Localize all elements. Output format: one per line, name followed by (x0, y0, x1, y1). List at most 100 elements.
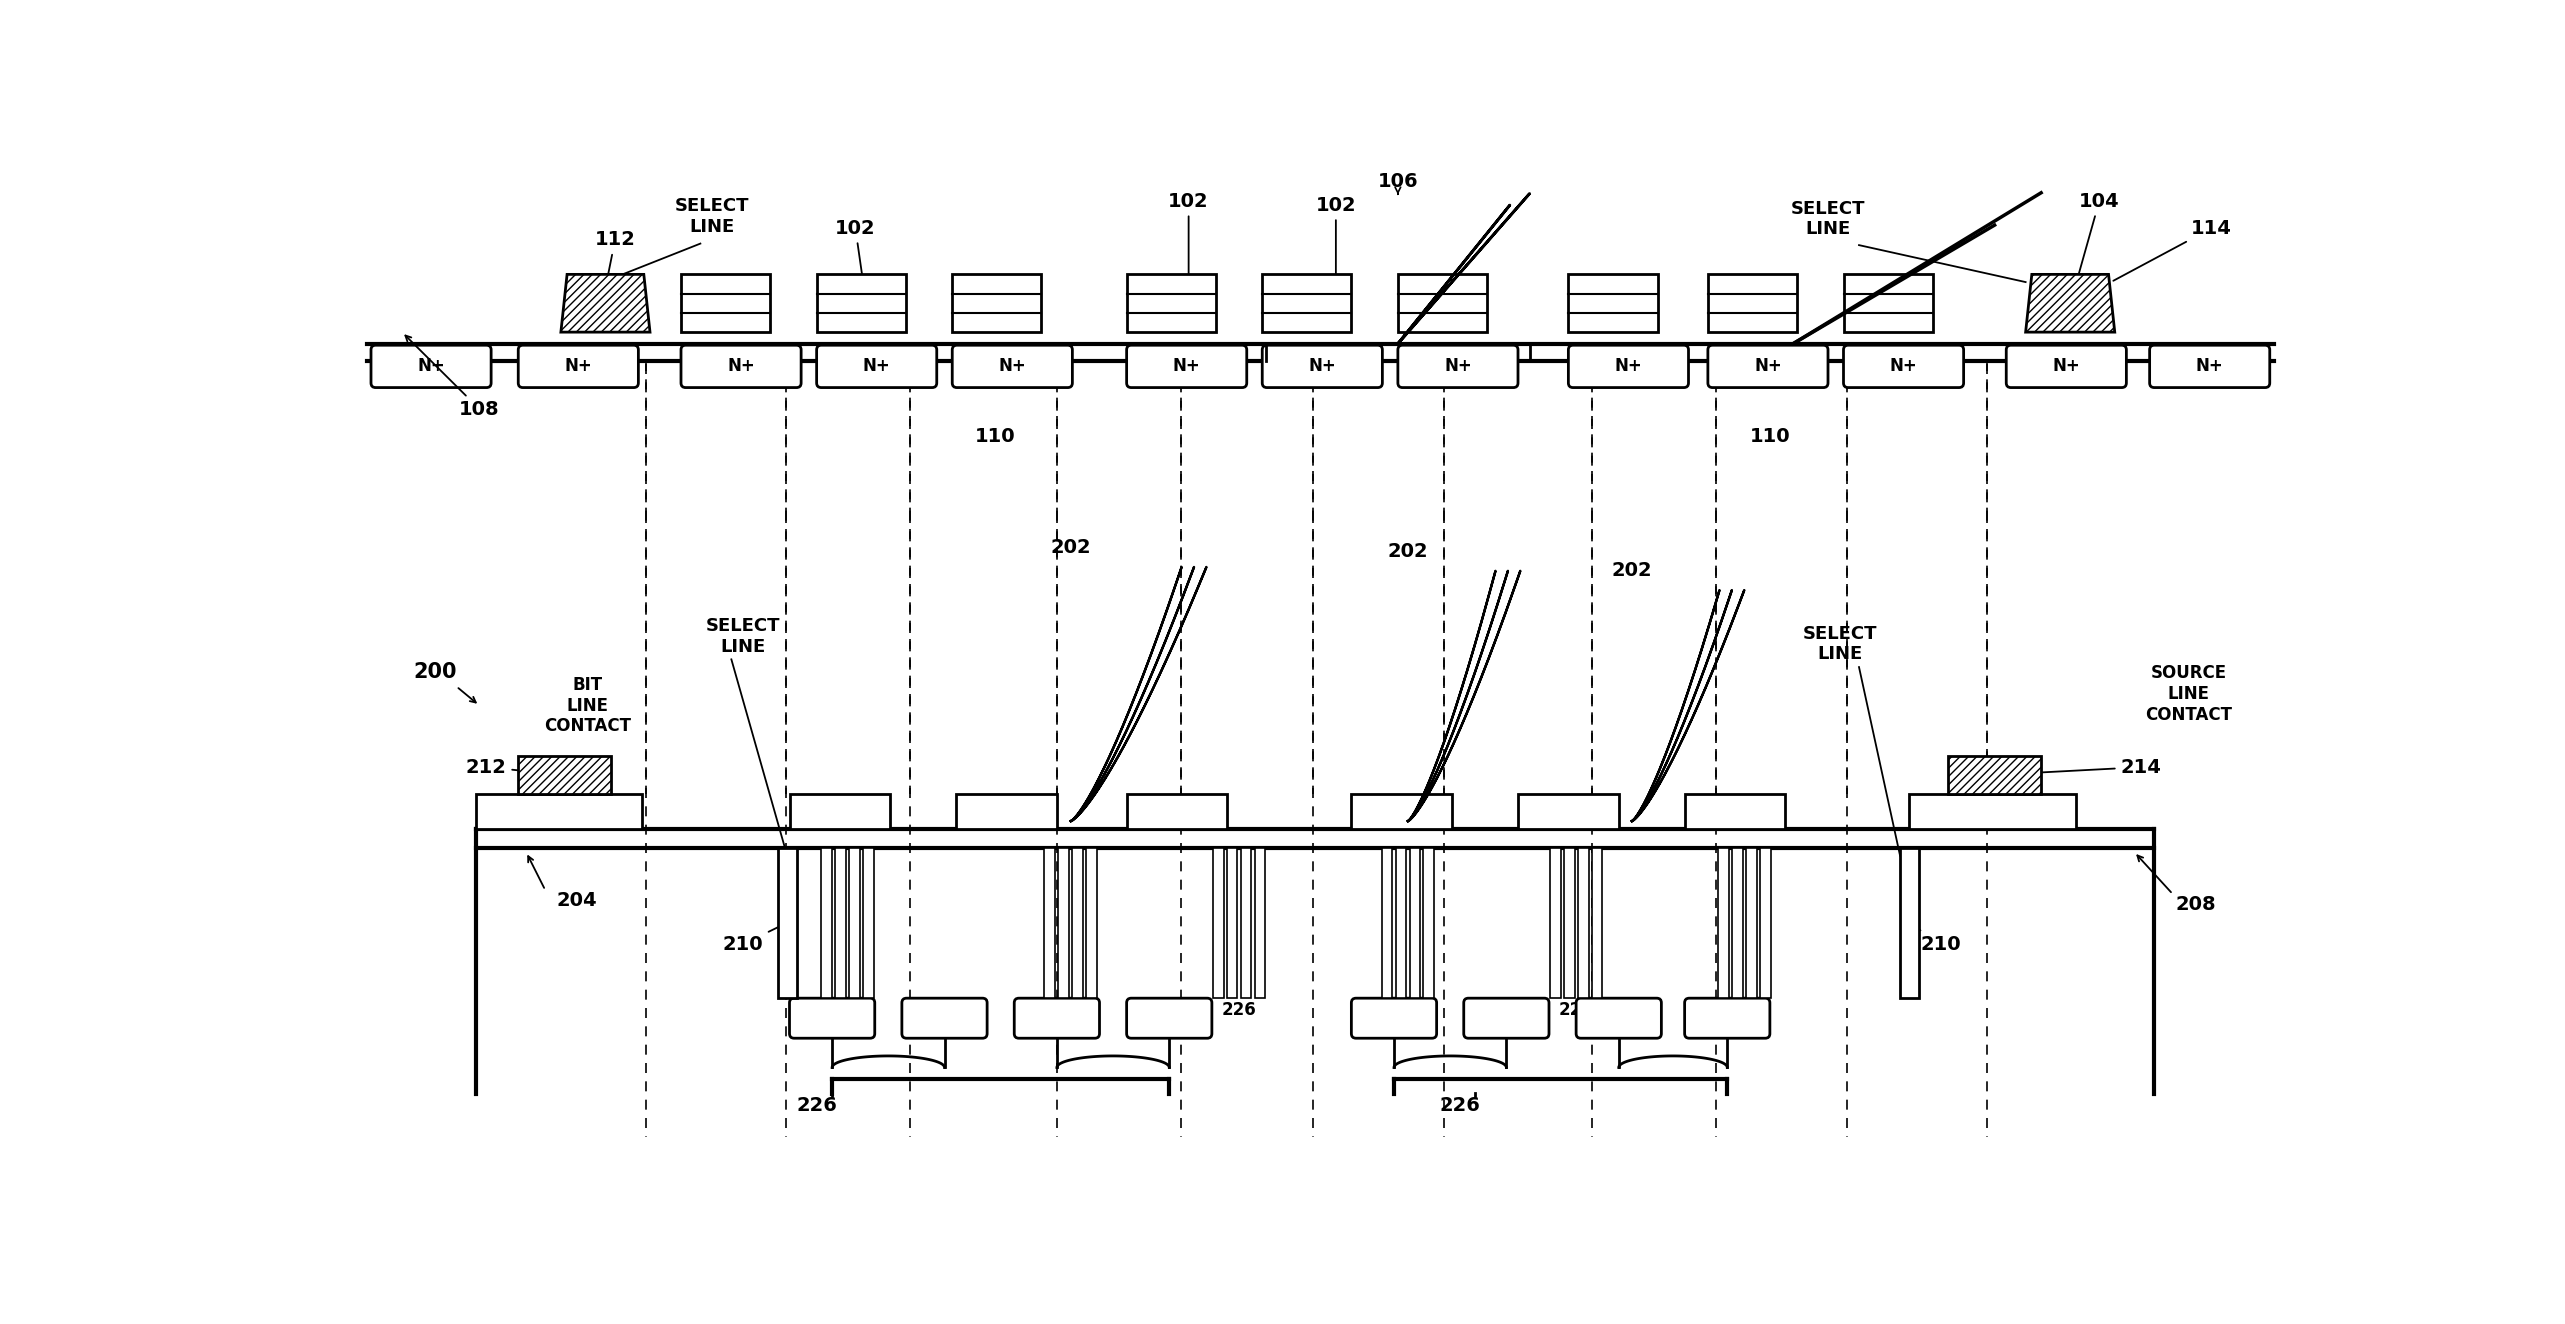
Text: N+: N+ (2196, 357, 2224, 376)
FancyBboxPatch shape (2149, 346, 2270, 388)
Text: N+: N+ (728, 357, 754, 376)
Text: 226: 226 (1390, 1001, 1426, 1018)
Text: N+: N+ (1493, 1010, 1518, 1026)
Bar (1398, 274, 1488, 332)
Text: N+: N+ (826, 802, 854, 821)
Text: 102: 102 (1167, 192, 1208, 275)
Bar (1577, 849, 1588, 998)
FancyBboxPatch shape (1567, 346, 1688, 388)
Bar (1719, 849, 1729, 998)
Bar (1072, 849, 1082, 998)
FancyBboxPatch shape (680, 346, 800, 388)
Bar (1241, 849, 1252, 998)
FancyBboxPatch shape (1126, 346, 1247, 388)
Text: 208: 208 (2175, 895, 2216, 914)
FancyBboxPatch shape (1398, 346, 1518, 388)
Bar (1254, 849, 1265, 998)
Text: N+: N+ (1162, 802, 1190, 821)
Bar (1424, 849, 1434, 998)
Text: SELECT
LINE: SELECT LINE (705, 617, 780, 655)
Text: N+: N+ (1380, 1010, 1406, 1026)
Text: N+: N+ (418, 357, 444, 376)
Bar (1226, 849, 1236, 998)
Text: 226: 226 (795, 1096, 836, 1116)
Text: 106: 106 (1377, 172, 1418, 192)
Text: 226: 226 (831, 1001, 864, 1018)
Bar (1518, 794, 1619, 829)
Text: 110: 110 (1749, 426, 1790, 446)
Bar (1731, 849, 1742, 998)
Bar (1708, 274, 1798, 332)
Bar (952, 274, 1041, 332)
FancyBboxPatch shape (1708, 346, 1829, 388)
Bar (1044, 849, 1054, 998)
Text: 110: 110 (975, 426, 1016, 446)
Bar (1549, 849, 1560, 998)
Bar (1593, 849, 1603, 998)
Text: 104: 104 (2078, 192, 2119, 275)
Text: 226: 226 (1726, 1001, 1762, 1018)
Text: N+: N+ (993, 802, 1021, 821)
Text: N+: N+ (1721, 802, 1749, 821)
Bar (1567, 274, 1657, 332)
Text: 204: 204 (557, 891, 598, 910)
Text: SELECT
LINE: SELECT LINE (1790, 200, 1865, 238)
Bar (1747, 849, 1757, 998)
Text: BIT
LINE
CONTACT: BIT LINE CONTACT (544, 675, 631, 735)
Text: N+: N+ (1613, 357, 1642, 376)
Text: N+: N+ (2052, 357, 2080, 376)
Text: 102: 102 (1316, 196, 1357, 275)
Text: N+: N+ (1978, 802, 2006, 821)
Bar (1565, 849, 1575, 998)
Text: N+: N+ (931, 1010, 957, 1026)
Polygon shape (562, 274, 649, 332)
Text: N+: N+ (1172, 357, 1200, 376)
Text: N+: N+ (1606, 1010, 1631, 1026)
Bar (849, 849, 859, 998)
FancyBboxPatch shape (1126, 998, 1211, 1038)
Bar (1844, 274, 1931, 332)
Bar (1901, 849, 1919, 998)
FancyBboxPatch shape (1262, 346, 1383, 388)
Text: 114: 114 (2114, 218, 2232, 281)
Text: 202: 202 (1052, 539, 1090, 557)
Bar (518, 756, 610, 794)
Bar (680, 274, 770, 332)
Text: 112: 112 (595, 230, 636, 287)
Text: 226: 226 (1560, 1001, 1593, 1018)
Bar (1395, 849, 1406, 998)
Bar (475, 794, 641, 829)
FancyBboxPatch shape (1352, 998, 1436, 1038)
Bar (790, 794, 890, 829)
Bar (1352, 794, 1452, 829)
Text: N+: N+ (544, 802, 572, 821)
Text: 226: 226 (1221, 1001, 1257, 1018)
Text: N+: N+ (998, 357, 1026, 376)
Text: N+: N+ (1444, 357, 1472, 376)
FancyBboxPatch shape (2006, 346, 2126, 388)
Text: N+: N+ (1713, 1010, 1739, 1026)
Text: 210: 210 (1911, 924, 1960, 953)
Bar (1126, 794, 1229, 829)
Text: N+: N+ (1890, 357, 1919, 376)
Bar (1949, 756, 2042, 794)
Text: 202: 202 (1388, 542, 1429, 561)
Text: N+: N+ (1754, 357, 1783, 376)
Text: N+: N+ (1044, 1010, 1070, 1026)
Bar (1685, 794, 1785, 829)
FancyBboxPatch shape (1685, 998, 1770, 1038)
Bar (1760, 849, 1770, 998)
Bar (1213, 849, 1224, 998)
Text: 202: 202 (1611, 561, 1652, 580)
Bar (777, 849, 798, 998)
FancyBboxPatch shape (518, 346, 639, 388)
FancyBboxPatch shape (903, 998, 988, 1038)
FancyBboxPatch shape (1013, 998, 1100, 1038)
Bar (957, 794, 1057, 829)
Text: 200: 200 (413, 662, 457, 682)
Text: 212: 212 (467, 757, 562, 777)
Text: 226: 226 (1054, 1001, 1088, 1018)
Bar (821, 849, 831, 998)
Text: N+: N+ (1308, 357, 1336, 376)
Text: SELECT
LINE: SELECT LINE (1803, 625, 1878, 663)
